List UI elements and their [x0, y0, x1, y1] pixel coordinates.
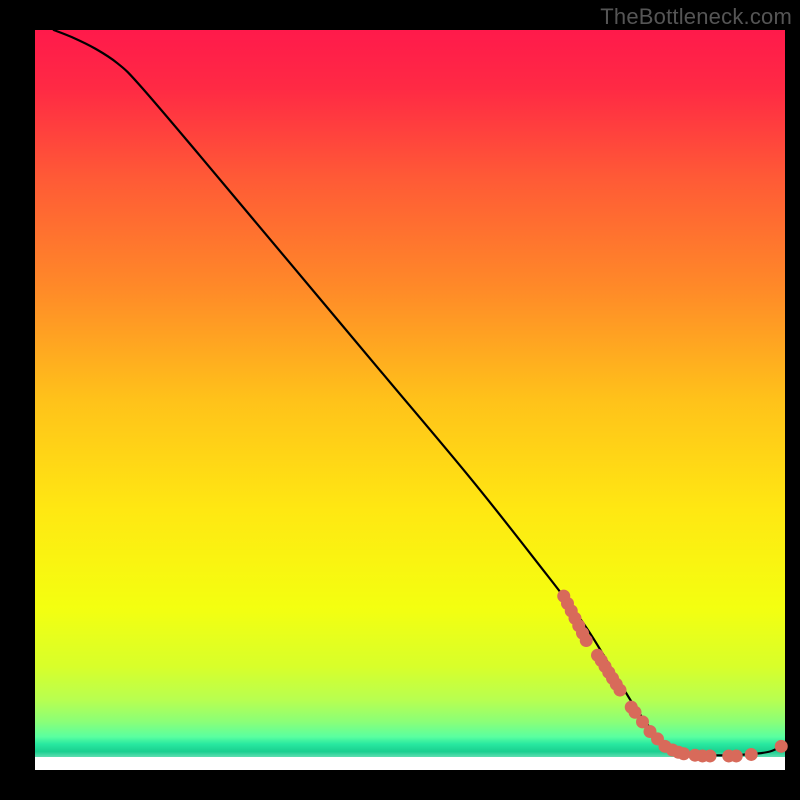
data-marker — [580, 634, 593, 647]
plot-bottom-strip — [35, 757, 785, 770]
chart-svg — [0, 0, 800, 800]
data-marker — [677, 747, 690, 760]
plot-background — [35, 30, 785, 770]
data-marker — [704, 749, 717, 762]
figure-container: TheBottleneck.com — [0, 0, 800, 800]
data-marker — [614, 684, 627, 697]
data-marker — [775, 740, 788, 753]
data-marker — [745, 748, 758, 761]
watermark-text: TheBottleneck.com — [600, 4, 792, 30]
data-marker — [730, 749, 743, 762]
